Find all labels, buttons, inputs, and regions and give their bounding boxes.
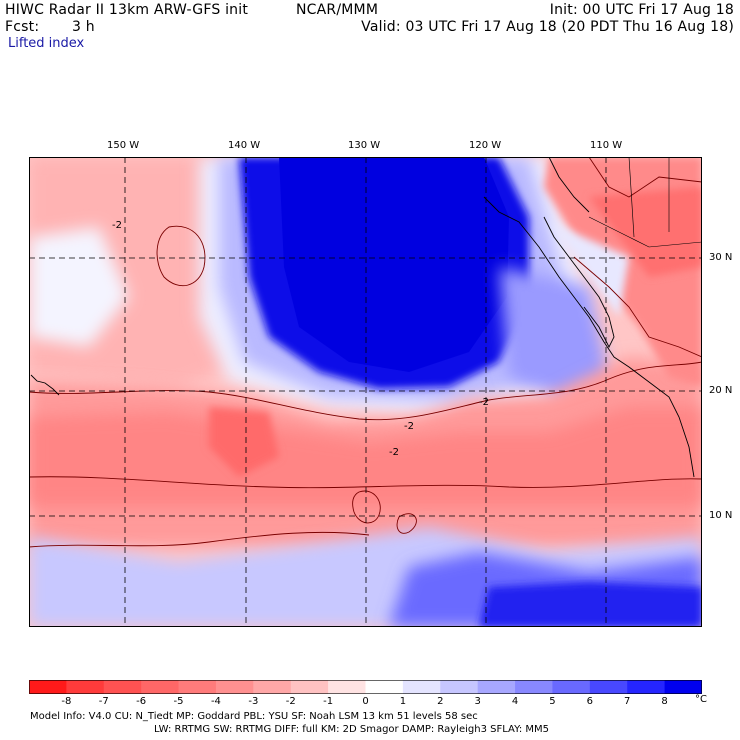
coastline bbox=[483, 196, 695, 478]
coastlines bbox=[30, 157, 695, 478]
model-title: HIWC Radar II 13km ARW-GFS init bbox=[5, 2, 249, 18]
contour-line bbox=[588, 157, 702, 198]
colorbar-cell bbox=[402, 680, 441, 694]
contour-line bbox=[29, 476, 702, 489]
map-frame bbox=[29, 157, 702, 627]
colorbar-tick-label: 6 bbox=[586, 696, 594, 707]
colorbar-cell bbox=[178, 680, 217, 694]
contour-line bbox=[29, 531, 370, 548]
colorbar-tick-label: -5 bbox=[173, 696, 184, 707]
colorbar-cell bbox=[29, 680, 67, 694]
southern-deep-stable bbox=[479, 582, 702, 627]
border-line bbox=[628, 157, 635, 238]
lifted-index-map: -2 -2 -2 -2 bbox=[29, 157, 702, 627]
colorbar-cells bbox=[29, 680, 702, 694]
contour-line bbox=[396, 513, 417, 534]
contours bbox=[29, 157, 702, 548]
colorbar-cell bbox=[589, 680, 628, 694]
model-info-line: Model Info: V4.0 CU: N_Tiedt MP: Goddard… bbox=[30, 711, 478, 722]
forecast-hour: 3 h bbox=[72, 19, 95, 35]
contour-line bbox=[573, 256, 702, 358]
colorbar-cell bbox=[477, 680, 516, 694]
colorbar-tick-label: -4 bbox=[210, 696, 221, 707]
physics-info-line: LW: RRTMG SW: RRTMG DIFF: full KM: 2D Sm… bbox=[154, 724, 550, 735]
west-stable-patch bbox=[29, 227, 129, 347]
colorbar-cell bbox=[253, 680, 292, 694]
colorbar-tick-label: -6 bbox=[136, 696, 147, 707]
colorbar-tick-label: -2 bbox=[285, 696, 296, 707]
colorbar-tick-label: -8 bbox=[61, 696, 72, 707]
colorbar-tick-label: 3 bbox=[474, 696, 481, 707]
contour-label: -2 bbox=[389, 447, 399, 458]
colorbar-tick-label: 4 bbox=[511, 696, 519, 707]
colorbar-cell bbox=[515, 680, 553, 694]
baja-coastline bbox=[543, 216, 615, 349]
borders bbox=[588, 157, 702, 248]
lat-label-30n: 30 N bbox=[709, 252, 733, 263]
colorbar-cell bbox=[328, 680, 366, 694]
colorbar-tick-label: 5 bbox=[549, 696, 556, 707]
coastline bbox=[548, 157, 590, 213]
colorbar-cell bbox=[103, 680, 142, 694]
colorbar-tick-label: -7 bbox=[98, 696, 109, 707]
colorbar-unit: °C bbox=[695, 694, 707, 705]
lon-label-150w: 150 W bbox=[107, 140, 140, 151]
forecast-label: Fcst: bbox=[5, 19, 40, 35]
tropical-unstable-core bbox=[29, 407, 702, 507]
baja-stable bbox=[499, 267, 609, 397]
lon-label-120w: 120 W bbox=[469, 140, 502, 151]
colorbar-cell bbox=[290, 680, 329, 694]
colorbar-tick-label: 8 bbox=[661, 696, 668, 707]
colorbar-tick-label: -1 bbox=[323, 696, 334, 707]
valid-time: Valid: 03 UTC Fri 17 Aug 18 (20 PDT Thu … bbox=[361, 19, 734, 35]
colorbar-cell bbox=[552, 680, 591, 694]
contour-label: -2 bbox=[404, 421, 414, 432]
colorbar-cell bbox=[66, 680, 105, 694]
border-line bbox=[588, 216, 702, 248]
graticule bbox=[29, 157, 702, 627]
lat-label-10n: 10 N bbox=[709, 510, 733, 521]
colorbar-frame bbox=[29, 680, 702, 694]
lat-label-20n: 20 N bbox=[709, 385, 733, 396]
colorbar-cell bbox=[141, 680, 180, 694]
colorbar-tick-label: 2 bbox=[437, 696, 444, 707]
colorbar-cell bbox=[215, 680, 254, 694]
contour-label: -2 bbox=[112, 220, 122, 231]
lon-label-140w: 140 W bbox=[228, 140, 261, 151]
colorbar-cell bbox=[627, 680, 666, 694]
stable-core-inner bbox=[279, 157, 509, 372]
field-name: Lifted index bbox=[8, 36, 85, 51]
colorbar-tick-label: 7 bbox=[624, 696, 631, 707]
init-time: Init: 00 UTC Fri 17 Aug 18 bbox=[549, 2, 734, 18]
colorbar-cell bbox=[440, 680, 479, 694]
contour-line bbox=[29, 361, 702, 421]
org-label: NCAR/MMM bbox=[296, 2, 379, 18]
colorbar-cell bbox=[365, 680, 404, 694]
contour-line bbox=[352, 490, 381, 524]
lon-label-130w: 130 W bbox=[348, 140, 381, 151]
colorbar bbox=[29, 680, 702, 694]
unstable-cell bbox=[209, 407, 279, 477]
colorbar-tick-label: 1 bbox=[399, 696, 407, 707]
contour-label: -2 bbox=[479, 397, 489, 408]
lon-label-110w: 110 W bbox=[590, 140, 623, 151]
colorbar-tick-label: 0 bbox=[362, 696, 369, 707]
land-warm-core bbox=[589, 187, 702, 277]
contour-line bbox=[156, 225, 206, 287]
colorbar-cell bbox=[664, 680, 702, 694]
colorbar-tick-label: -3 bbox=[248, 696, 259, 707]
